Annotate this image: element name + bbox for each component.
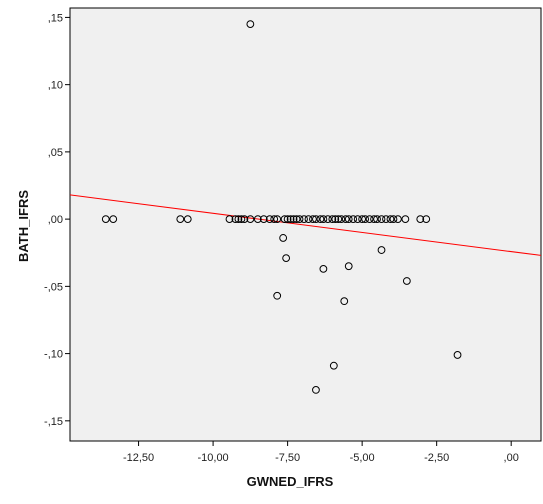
data-point — [319, 215, 328, 224]
data-point — [292, 215, 301, 224]
data-point — [280, 215, 289, 224]
data-point — [286, 215, 295, 224]
x-axis-title: GWNED_IFRS — [247, 474, 334, 489]
data-point — [344, 262, 353, 271]
data-point — [312, 215, 320, 224]
data-point — [282, 254, 291, 263]
data-point — [340, 297, 349, 306]
data-point — [225, 215, 234, 224]
x-tick-label: ,00 — [504, 452, 519, 464]
data-points — [101, 20, 462, 394]
data-point — [370, 215, 378, 224]
data-point — [231, 215, 240, 224]
data-point — [365, 215, 374, 224]
data-point — [270, 215, 279, 224]
data-point — [377, 215, 386, 224]
data-point — [319, 264, 328, 273]
data-point — [273, 215, 282, 224]
data-point — [344, 215, 353, 224]
data-point — [183, 215, 192, 224]
data-point — [246, 215, 255, 224]
data-point — [279, 234, 288, 242]
data-point — [353, 215, 362, 224]
data-point — [416, 215, 425, 224]
data-point — [283, 215, 292, 224]
y-tick-label: ,05 — [48, 147, 63, 159]
data-point — [331, 215, 340, 224]
data-point — [334, 215, 343, 224]
y-tick-label: ,15 — [48, 12, 63, 24]
data-point — [237, 215, 246, 224]
data-point — [240, 215, 249, 224]
data-point — [295, 215, 304, 224]
data-point — [273, 291, 282, 300]
y-tick-label: -,10 — [44, 349, 63, 361]
data-point — [101, 215, 110, 224]
data-point — [328, 215, 337, 224]
data-point — [453, 351, 462, 359]
data-point — [402, 277, 411, 285]
data-point — [361, 215, 370, 224]
x-tick-label: -12,50 — [123, 452, 154, 464]
y-tick-label: ,00 — [48, 214, 63, 226]
data-point — [394, 215, 402, 224]
y-tick-label: -,05 — [44, 281, 63, 293]
data-point — [234, 215, 243, 224]
x-tick-label: -2,50 — [424, 452, 449, 464]
data-point — [373, 215, 381, 224]
data-point — [312, 386, 320, 394]
data-point — [386, 215, 395, 224]
data-point — [382, 215, 390, 224]
data-point — [304, 215, 313, 224]
x-tick-label: -10,00 — [197, 452, 228, 464]
x-tick-label: -5,00 — [350, 452, 375, 464]
data-point — [316, 215, 325, 224]
y-axis-title: BATH_IFRS — [16, 190, 31, 262]
data-point — [389, 215, 398, 224]
data-point — [323, 215, 332, 224]
x-tick-label: -7,50 — [275, 452, 300, 464]
data-point — [349, 215, 358, 224]
data-point — [246, 20, 255, 29]
data-point — [329, 361, 338, 370]
y-tick-label: -,15 — [44, 416, 63, 428]
plot-area — [69, 7, 542, 442]
x-axis: -12,50 -10,00 -7,50 -5,00 -2,50 ,00 — [123, 441, 519, 464]
fit-line — [69, 194, 542, 256]
y-tick-label: ,10 — [48, 80, 63, 92]
data-point — [300, 215, 308, 224]
data-point — [341, 215, 350, 224]
data-point — [401, 215, 410, 224]
data-point — [377, 246, 386, 254]
data-point — [176, 215, 185, 224]
data-point — [422, 215, 431, 224]
data-point — [289, 215, 298, 224]
data-point — [259, 215, 268, 224]
data-point — [265, 215, 274, 224]
y-axis: ,15 ,10 ,05 ,00 -,05 -,10 -,15 — [44, 12, 70, 428]
data-point — [337, 215, 346, 224]
data-point — [358, 215, 367, 224]
data-point — [253, 215, 262, 224]
data-point — [309, 215, 317, 224]
data-point — [109, 215, 118, 224]
